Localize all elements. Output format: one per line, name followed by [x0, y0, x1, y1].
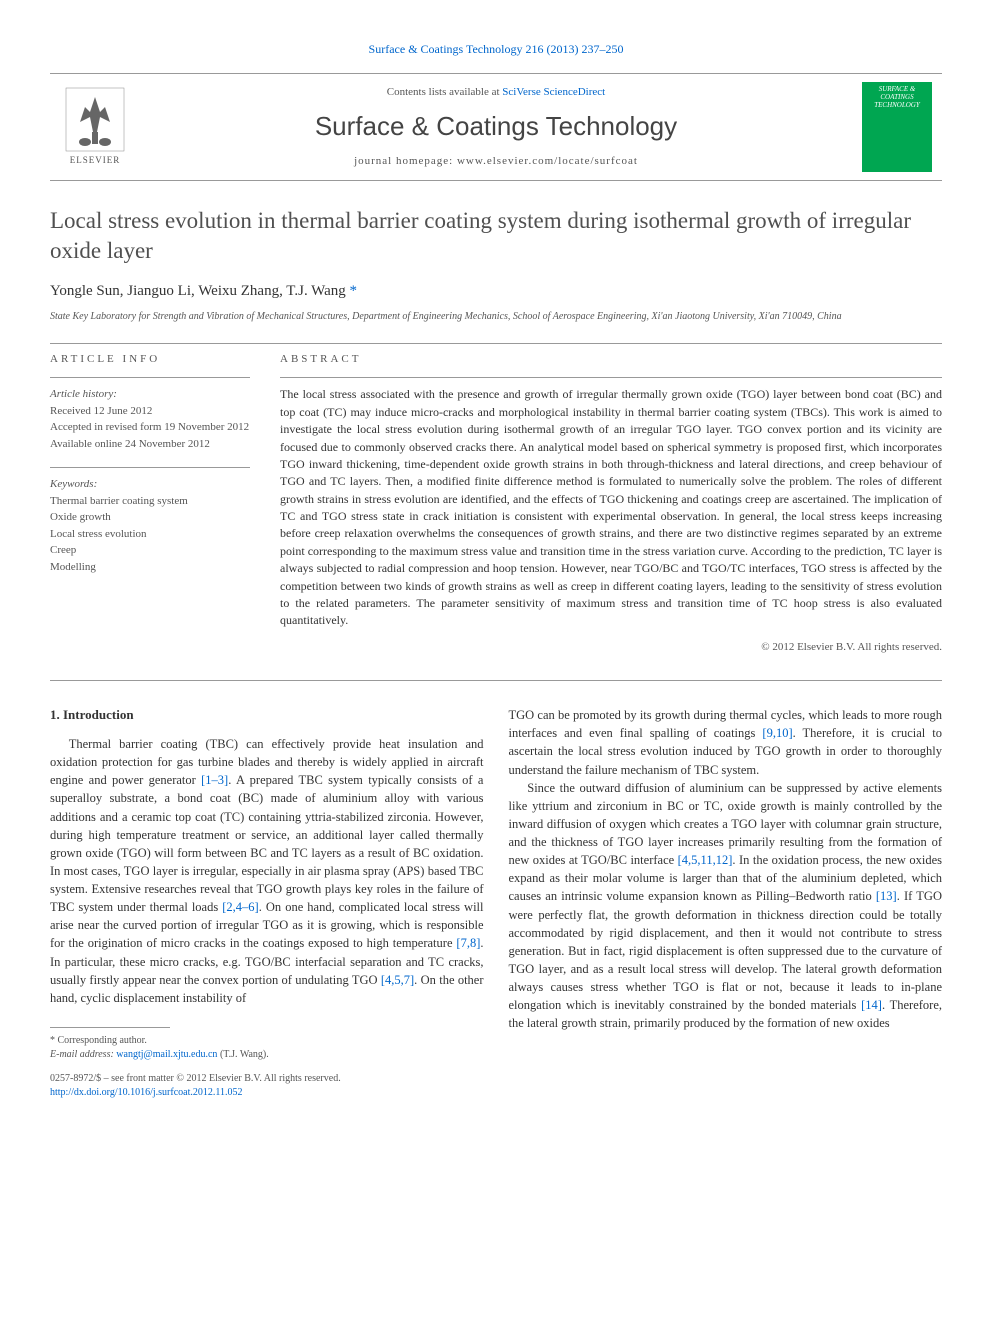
journal-reference-link[interactable]: Surface & Coatings Technology 216 (2013)…: [369, 42, 624, 56]
email-label: E-mail address:: [50, 1049, 116, 1060]
keywords-block: Keywords: Thermal barrier coating system…: [50, 476, 250, 575]
ref-link[interactable]: [9,10]: [762, 726, 792, 740]
email-line: E-mail address: wangtj@mail.xjtu.edu.cn …: [50, 1048, 484, 1062]
corresponding-footnote: * Corresponding author. E-mail address: …: [50, 1034, 484, 1062]
revised-date: Accepted in revised form 19 November 201…: [50, 419, 250, 436]
intro-heading: 1. Introduction: [50, 706, 484, 725]
ref-link[interactable]: [1–3]: [201, 773, 228, 787]
keyword: Thermal barrier coating system: [50, 493, 250, 510]
history-label: Article history:: [50, 386, 250, 403]
abstract-label: ABSTRACT: [280, 352, 942, 367]
email-author: (T.J. Wang).: [217, 1049, 268, 1060]
email-link[interactable]: wangtj@mail.xjtu.edu.cn: [116, 1049, 217, 1060]
publisher-logo-area: ELSEVIER: [50, 87, 140, 167]
body-column-right: TGO can be promoted by its growth during…: [509, 706, 943, 1100]
intro-paragraph-1-cont: TGO can be promoted by its growth during…: [509, 706, 943, 779]
affiliation: State Key Laboratory for Strength and Vi…: [50, 310, 942, 323]
journal-name: Surface & Coatings Technology: [140, 108, 852, 144]
intro-paragraph-2: Since the outward diffusion of aluminium…: [509, 779, 943, 1033]
ref-link[interactable]: [4,5,11,12]: [678, 853, 733, 867]
ref-link[interactable]: [14]: [861, 998, 882, 1012]
ref-link[interactable]: [4,5,7]: [381, 973, 414, 987]
ref-link[interactable]: [13]: [876, 889, 897, 903]
article-title: Local stress evolution in thermal barrie…: [50, 206, 942, 266]
body-columns: 1. Introduction Thermal barrier coating …: [50, 706, 942, 1100]
masthead: ELSEVIER Contents lists available at Sci…: [50, 73, 942, 181]
keywords-label: Keywords:: [50, 476, 250, 493]
text-run: . If TGO were perfectly flat, the growth…: [509, 889, 943, 1012]
keyword: Modelling: [50, 559, 250, 576]
received-date: Received 12 June 2012: [50, 403, 250, 420]
contents-line: Contents lists available at SciVerse Sci…: [140, 85, 852, 100]
footnote-separator: [50, 1027, 170, 1028]
journal-cover-area: SURFACE & COATINGS TECHNOLOGY: [852, 82, 942, 172]
article-info-label: ARTICLE INFO: [50, 352, 250, 367]
keyword: Creep: [50, 542, 250, 559]
text-run: . A prepared TBC system typically consis…: [50, 773, 484, 914]
body-column-left: 1. Introduction Thermal barrier coating …: [50, 706, 484, 1100]
keyword: Oxide growth: [50, 509, 250, 526]
divider-info-1: [50, 377, 250, 378]
article-info-column: ARTICLE INFO Article history: Received 1…: [50, 352, 250, 655]
corresponding-mark: *: [350, 283, 358, 299]
divider-top: [50, 343, 942, 344]
doi-link[interactable]: http://dx.doi.org/10.1016/j.surfcoat.201…: [50, 1087, 243, 1098]
journal-homepage: journal homepage: www.elsevier.com/locat…: [140, 154, 852, 169]
ref-link[interactable]: [7,8]: [456, 936, 480, 950]
sciencedirect-link[interactable]: SciVerse ScienceDirect: [502, 86, 605, 98]
online-date: Available online 24 November 2012: [50, 436, 250, 453]
doi-block: 0257-8972/$ – see front matter © 2012 El…: [50, 1072, 484, 1100]
article-history: Article history: Received 12 June 2012 A…: [50, 386, 250, 452]
journal-cover: SURFACE & COATINGS TECHNOLOGY: [862, 82, 932, 172]
divider-bottom: [50, 680, 942, 681]
intro-paragraph-1: Thermal barrier coating (TBC) can effect…: [50, 735, 484, 1007]
front-matter-line: 0257-8972/$ – see front matter © 2012 El…: [50, 1072, 484, 1086]
divider-abstract: [280, 377, 942, 378]
contents-prefix: Contents lists available at: [387, 86, 502, 98]
abstract-column: ABSTRACT The local stress associated wit…: [280, 352, 942, 655]
abstract-text: The local stress associated with the pre…: [280, 386, 942, 629]
authors: Yongle Sun, Jianguo Li, Weixu Zhang, T.J…: [50, 281, 942, 302]
journal-cover-title: SURFACE & COATINGS TECHNOLOGY: [866, 86, 928, 109]
keyword: Local stress evolution: [50, 526, 250, 543]
abstract-copyright: © 2012 Elsevier B.V. All rights reserved…: [280, 640, 942, 655]
author-list: Yongle Sun, Jianguo Li, Weixu Zhang, T.J…: [50, 283, 350, 299]
ref-link[interactable]: [2,4–6]: [222, 900, 258, 914]
elsevier-label: ELSEVIER: [70, 154, 121, 167]
elsevier-logo: ELSEVIER: [60, 87, 130, 167]
divider-info-2: [50, 467, 250, 468]
journal-reference-header: Surface & Coatings Technology 216 (2013)…: [50, 40, 942, 58]
corresponding-label: * Corresponding author.: [50, 1034, 484, 1048]
